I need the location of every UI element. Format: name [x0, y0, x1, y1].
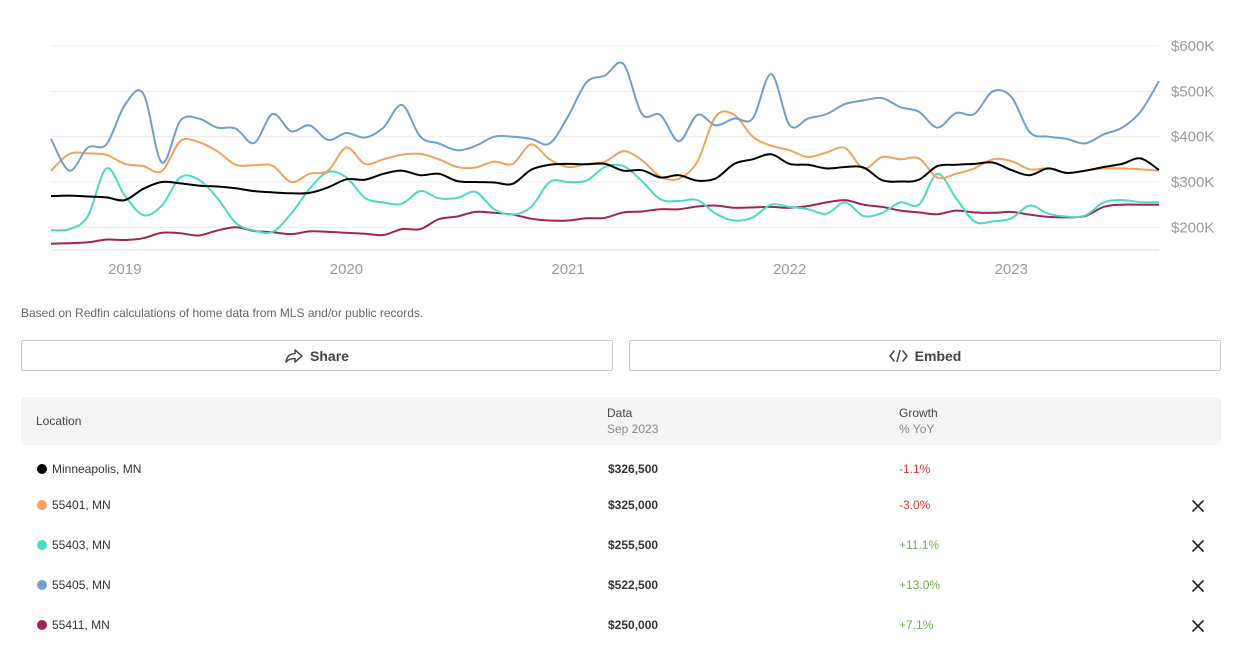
series-line-55405-mn: [50, 61, 1160, 172]
data-header-sub: Sep 2023: [607, 422, 659, 436]
table-row: 55405, MN $522,500 +13.0%: [21, 576, 1221, 612]
table-header: Location Data Sep 2023 Growth % YoY: [21, 397, 1221, 445]
growth-value: -1.1%: [899, 462, 931, 476]
embed-button[interactable]: Embed: [629, 340, 1221, 371]
legend-dot: [37, 620, 47, 630]
x-tick-label: 2019: [108, 261, 141, 278]
median-price: $255,500: [608, 538, 659, 552]
y-tick-label: $600K: [1171, 38, 1214, 55]
remove-location-close-icon[interactable]: [1191, 619, 1205, 633]
legend-dot: [37, 500, 47, 510]
location-name: 55403, MN: [52, 538, 111, 552]
table-row: 55411, MN $250,000 +7.1%: [21, 616, 1221, 652]
code-icon: [888, 349, 908, 362]
x-axis-ticks: 2019 2020 2021 2022 2023: [108, 261, 1028, 278]
x-tick-label: 2021: [551, 261, 584, 278]
location-name: Minneapolis, MN: [52, 462, 142, 476]
median-price: $522,500: [608, 578, 659, 592]
series-line-55403-mn: [50, 163, 1160, 235]
chart-series: [50, 61, 1160, 245]
growth-value: -3.0%: [899, 498, 931, 512]
y-axis-ticks: $200K $300K $400K $500K $600K: [1171, 38, 1214, 236]
growth-value: +7.1%: [899, 618, 934, 632]
median-price: $326,500: [608, 462, 659, 476]
x-tick-label: 2023: [995, 261, 1028, 278]
legend-dot: [37, 580, 47, 590]
chart-gridlines: [51, 45, 1159, 251]
table-row: Minneapolis, MN $326,500 -1.1%: [21, 460, 1221, 496]
remove-location-close-icon[interactable]: [1191, 499, 1205, 513]
share-icon: [285, 348, 303, 363]
location-header: Location: [36, 414, 82, 428]
location-name: 55401, MN: [52, 498, 111, 512]
growth-header: Growth: [899, 406, 938, 420]
y-tick-label: $500K: [1171, 83, 1214, 100]
median-price: $250,000: [608, 618, 659, 632]
location-name: 55405, MN: [52, 578, 111, 592]
y-tick-label: $200K: [1171, 219, 1214, 236]
series-line-minneapolis-mn: [50, 153, 1160, 202]
legend-dot: [37, 540, 47, 550]
share-label: Share: [310, 347, 349, 364]
remove-location-close-icon[interactable]: [1191, 579, 1205, 593]
price-line-chart: $200K$300K$400K$500K$600K 2019 2020 2021 20…: [50, 38, 1214, 278]
source-note: Based on Redfin calculations of home dat…: [21, 306, 424, 320]
legend-dot: [37, 464, 47, 474]
remove-location-close-icon[interactable]: [1191, 539, 1205, 553]
median-price: $325,000: [608, 498, 659, 512]
series-line-55401-mn: [50, 110, 1160, 184]
x-tick-label: 2022: [773, 261, 806, 278]
table-row: 55403, MN $255,500 +11.1%: [21, 536, 1221, 572]
y-tick-label: $400K: [1171, 129, 1214, 146]
growth-header-sub: % YoY: [899, 422, 935, 436]
data-header: Data: [607, 406, 633, 420]
embed-label: Embed: [914, 347, 962, 364]
x-tick-label: 2020: [330, 261, 363, 278]
growth-value: +11.1%: [899, 538, 940, 552]
y-tick-label: $300K: [1171, 174, 1214, 191]
location-name: 55411, MN: [52, 618, 110, 632]
series-line-55411-mn: [50, 199, 1159, 245]
growth-value: +13.0%: [899, 578, 941, 592]
share-button[interactable]: Share: [21, 340, 613, 371]
table-row: 55401, MN $325,000 -3.0%: [21, 496, 1221, 532]
